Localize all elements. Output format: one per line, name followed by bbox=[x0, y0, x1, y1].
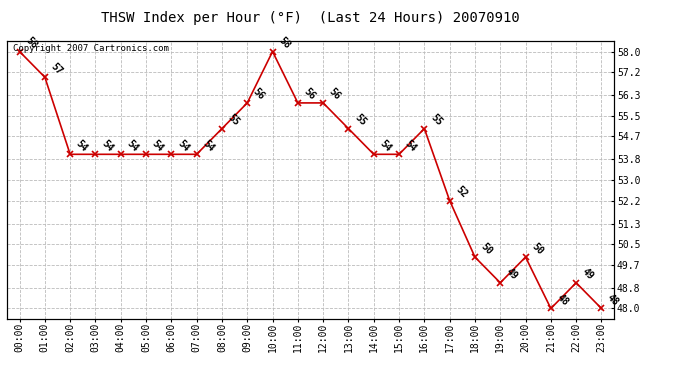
Text: 54: 54 bbox=[175, 138, 191, 153]
Text: 54: 54 bbox=[150, 138, 166, 153]
Text: 55: 55 bbox=[353, 112, 368, 128]
Text: 56: 56 bbox=[327, 87, 343, 102]
Text: 54: 54 bbox=[75, 138, 90, 153]
Text: 54: 54 bbox=[125, 138, 140, 153]
Text: 58: 58 bbox=[23, 35, 39, 51]
Text: 56: 56 bbox=[302, 87, 317, 102]
Text: 49: 49 bbox=[580, 267, 595, 282]
Text: THSW Index per Hour (°F)  (Last 24 Hours) 20070910: THSW Index per Hour (°F) (Last 24 Hours)… bbox=[101, 11, 520, 25]
Text: 54: 54 bbox=[99, 138, 115, 153]
Text: 57: 57 bbox=[49, 61, 64, 76]
Text: 50: 50 bbox=[530, 241, 545, 256]
Text: 54: 54 bbox=[378, 138, 393, 153]
Text: 55: 55 bbox=[226, 112, 242, 128]
Text: 54: 54 bbox=[403, 138, 419, 153]
Text: 49: 49 bbox=[504, 267, 520, 282]
Text: 54: 54 bbox=[201, 138, 216, 153]
Text: 56: 56 bbox=[251, 87, 267, 102]
Text: 55: 55 bbox=[428, 112, 444, 128]
Text: 50: 50 bbox=[479, 241, 495, 256]
Text: 52: 52 bbox=[454, 184, 469, 200]
Text: Copyright 2007 Cartronics.com: Copyright 2007 Cartronics.com bbox=[13, 44, 169, 53]
Text: 58: 58 bbox=[277, 35, 292, 51]
Text: 48: 48 bbox=[606, 292, 621, 308]
Text: 48: 48 bbox=[555, 292, 571, 308]
